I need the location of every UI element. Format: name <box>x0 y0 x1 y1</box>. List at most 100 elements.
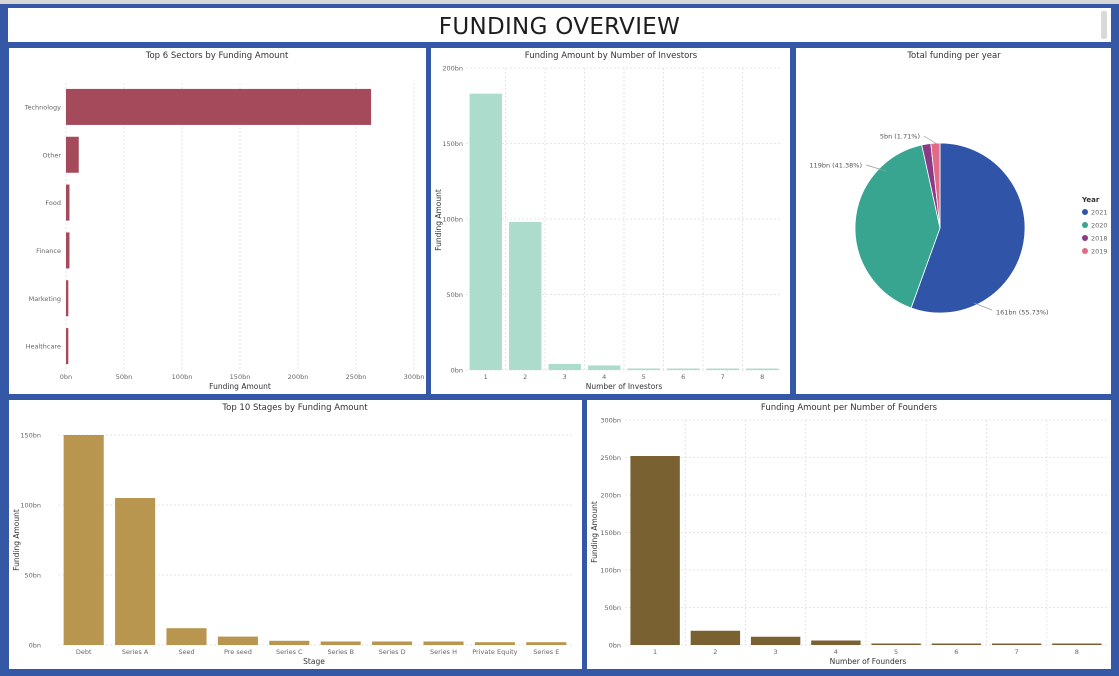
category-label: Technology <box>24 103 62 111</box>
stages-chart: Top 10 Stages by Funding Amount 0bn 50bn 10… <box>12 403 572 666</box>
y-tick-label: 100bn <box>20 502 41 510</box>
x-tick-label: Series D <box>379 648 406 656</box>
y-tick-label: 50bn <box>604 604 621 612</box>
legend-swatch <box>1082 222 1088 228</box>
bar <box>66 328 69 365</box>
chart-title: Top 10 Stages by Funding Amount <box>221 403 368 413</box>
category-label: Food <box>45 199 61 207</box>
bar <box>269 640 310 645</box>
x-tick-label: 2 <box>523 373 527 381</box>
y-tick-label: 100bn <box>442 216 463 224</box>
x-tick-label: 1 <box>484 373 488 381</box>
pie-slice <box>910 142 1026 314</box>
y-axis-label: Funding Amount <box>590 501 599 563</box>
x-tick-label: 8 <box>1075 648 1079 656</box>
bar <box>63 435 104 645</box>
bar <box>66 184 70 221</box>
category-label: Marketing <box>29 295 61 303</box>
bar <box>706 368 739 370</box>
page-title: FUNDING OVERVIEW <box>438 14 681 40</box>
x-axis-label: Funding Amount <box>209 382 271 391</box>
bar <box>526 642 567 645</box>
legend-title: Year <box>1081 196 1100 204</box>
bar <box>66 88 372 125</box>
bar <box>746 368 779 370</box>
x-tick-label: 300bn <box>404 373 425 381</box>
x-tick-label: Seed <box>178 648 194 656</box>
chart-title: Top 6 Sectors by Funding Amount <box>145 51 289 61</box>
x-tick-label: 3 <box>563 373 567 381</box>
x-tick-label: 5 <box>642 373 646 381</box>
bar <box>115 498 156 645</box>
x-tick-label: 6 <box>681 373 685 381</box>
label-leader <box>923 135 938 145</box>
x-tick-label: Series E <box>533 648 559 656</box>
data-label: 161bn (55.73%) <box>996 309 1049 317</box>
x-axis-label: Stage <box>303 657 325 666</box>
chart-title: Funding Amount per Number of Founders <box>761 403 938 413</box>
bar <box>991 643 1042 645</box>
bar <box>217 636 258 645</box>
legend-label: 2020 <box>1091 222 1108 230</box>
bar <box>423 641 464 645</box>
bar <box>588 365 621 370</box>
x-tick-label: 8 <box>760 373 764 381</box>
x-tick-label: 5 <box>894 648 898 656</box>
founders-chart: Funding Amount per Number of Founders 0bn… <box>590 403 1107 666</box>
x-tick-label: Debt <box>76 648 92 656</box>
x-tick-label: 3 <box>774 648 778 656</box>
stages-panel: Top 10 Stages by Funding Amount 0bn 50bn 10… <box>9 400 582 669</box>
y-tick-label: 150bn <box>20 432 41 440</box>
y-tick-label: 0bn <box>609 642 621 650</box>
bar <box>690 630 741 645</box>
x-tick-label: 0bn <box>60 373 72 381</box>
x-tick-label: 150bn <box>230 373 251 381</box>
y-tick-label: 0bn <box>29 642 41 650</box>
bar <box>811 640 861 645</box>
bar <box>931 643 982 645</box>
sectors-chart: Top 6 Sectors by Funding Amount 0bn 50bn 10… <box>24 51 425 391</box>
y-tick-label: 50bn <box>24 572 41 580</box>
legend-label: 2019 <box>1091 248 1108 256</box>
x-tick-label: Private Equity <box>472 648 517 656</box>
bar <box>667 368 700 370</box>
x-tick-label: Series A <box>122 648 149 656</box>
bar <box>474 642 515 645</box>
founders-panel: Funding Amount per Number of Founders 0bn… <box>587 400 1111 669</box>
bar <box>509 222 542 370</box>
bar <box>372 641 413 645</box>
y-tick-label: 200bn <box>600 492 621 500</box>
bar <box>750 636 801 645</box>
x-tick-label: 7 <box>721 373 725 381</box>
bar <box>320 641 361 645</box>
x-axis-label: Number of Investors <box>586 382 663 391</box>
category-label: Finance <box>36 247 61 255</box>
y-tick-label: 200bn <box>442 65 463 73</box>
title-scrollbar[interactable] <box>1101 11 1107 39</box>
bar <box>630 456 680 645</box>
investors-panel: Funding Amount by Number of Investors 0bn… <box>431 48 790 394</box>
label-leader <box>865 164 887 172</box>
x-tick-label: Series H <box>430 648 457 656</box>
chart-title: Funding Amount by Number of Investors <box>525 51 698 61</box>
legend-label: 2018 <box>1091 235 1108 243</box>
data-label: 119bn (41.38%) <box>809 162 862 170</box>
x-tick-label: 2 <box>713 648 717 656</box>
category-label: Healthcare <box>26 343 61 351</box>
label-leader <box>973 302 993 311</box>
bar <box>871 643 921 645</box>
y-tick-label: 0bn <box>451 367 463 375</box>
title-bar: FUNDING OVERVIEW <box>8 8 1111 42</box>
y-axis-label: Funding Amount <box>434 189 443 251</box>
y-tick-label: 50bn <box>446 291 463 299</box>
y-tick-label: 150bn <box>442 140 463 148</box>
y-axis-label: Funding Amount <box>12 509 21 571</box>
legend-label: 2021 <box>1091 209 1108 217</box>
bar <box>469 93 502 371</box>
x-tick-label: 7 <box>1015 648 1019 656</box>
bar <box>627 368 660 370</box>
investors-chart: Funding Amount by Number of Investors 0bn… <box>434 51 782 391</box>
category-label: Other <box>43 151 62 159</box>
data-label: 5bn (1.71%) <box>880 133 920 141</box>
x-tick-label: Series C <box>276 648 303 656</box>
